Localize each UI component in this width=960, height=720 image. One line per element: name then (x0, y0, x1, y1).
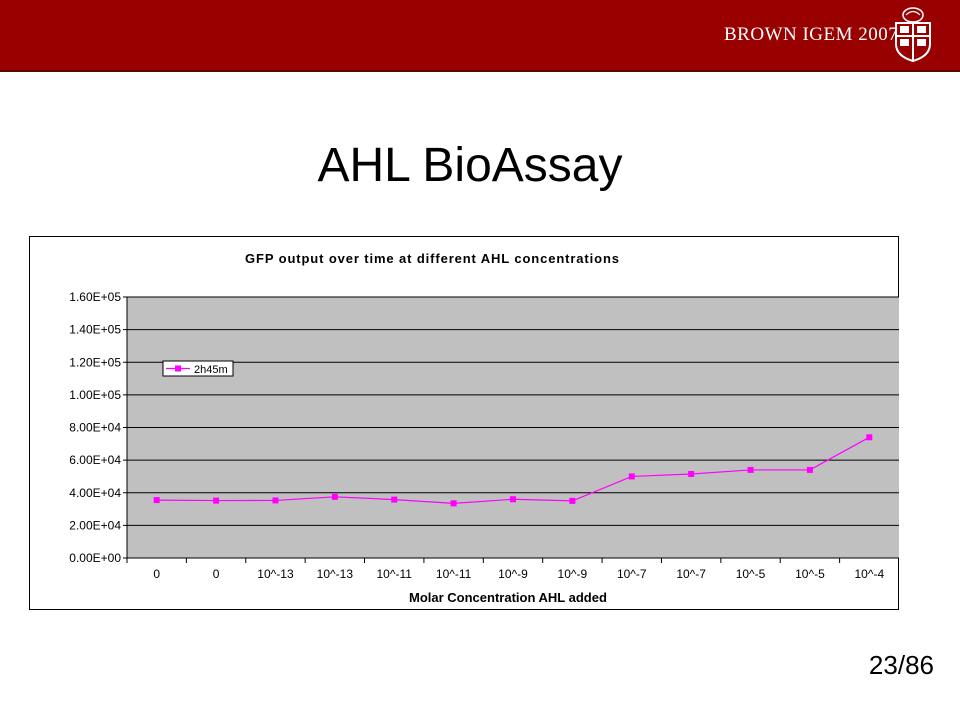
y-tick-label: 1.00E+05 (69, 388, 121, 402)
y-tick-label: 4.00E+04 (69, 486, 121, 500)
y-tick-label: 1.20E+05 (69, 355, 121, 369)
data-point (331, 493, 338, 500)
data-point (391, 496, 398, 503)
x-tick-label: 10^-13 (317, 567, 354, 581)
y-tick-label: 1.40E+05 (69, 323, 121, 337)
data-point (272, 497, 279, 504)
chart-title: GFP output over time at different AHL co… (245, 251, 619, 266)
data-point (806, 466, 813, 473)
data-point (866, 434, 873, 441)
x-tick-label: 10^-9 (498, 567, 528, 581)
slide-title: AHL BioAssay (317, 139, 623, 192)
x-tick-label: 10^-7 (676, 567, 706, 581)
data-point (213, 497, 220, 504)
data-point (747, 466, 754, 473)
page-number: 23/86 (868, 650, 934, 680)
x-tick-label: 10^-13 (257, 567, 294, 581)
x-tick-label: 0 (213, 567, 220, 581)
y-tick-label: 1.60E+05 (69, 290, 121, 304)
y-tick-label: 8.00E+04 (69, 421, 121, 435)
data-point (153, 497, 160, 504)
brand-text: BROWN IGEM 2007 (724, 24, 899, 45)
x-tick-label: 10^-5 (736, 567, 766, 581)
x-axis-title: Molar Concentration AHL added (409, 590, 607, 605)
header-bar (0, 0, 960, 72)
x-tick-label: 10^-5 (795, 567, 825, 581)
data-point (569, 497, 576, 504)
x-tick-label: 10^-7 (617, 567, 647, 581)
legend-marker (175, 365, 181, 372)
x-tick-label: 10^-11 (436, 567, 472, 581)
brown-university-shield-icon (895, 7, 931, 62)
y-tick-label: 2.00E+04 (69, 518, 121, 532)
x-tick-label: 0 (153, 567, 160, 581)
x-tick-label: 10^-11 (377, 567, 413, 581)
y-tick-label: 0.00E+00 (69, 551, 121, 565)
legend-label: 2h45m (194, 364, 228, 376)
gfp-line-chart: GFP output over time at different AHL co… (29, 236, 899, 610)
x-tick-label: 10^-9 (558, 567, 588, 581)
y-tick-label: 6.00E+04 (69, 453, 121, 467)
chart-legend: 2h45m (162, 360, 234, 377)
data-point (628, 473, 635, 480)
data-point (450, 500, 457, 507)
legend-box (162, 360, 234, 377)
data-point (510, 496, 516, 503)
data-point (688, 470, 695, 477)
x-tick-label: 10^-4 (854, 567, 884, 581)
